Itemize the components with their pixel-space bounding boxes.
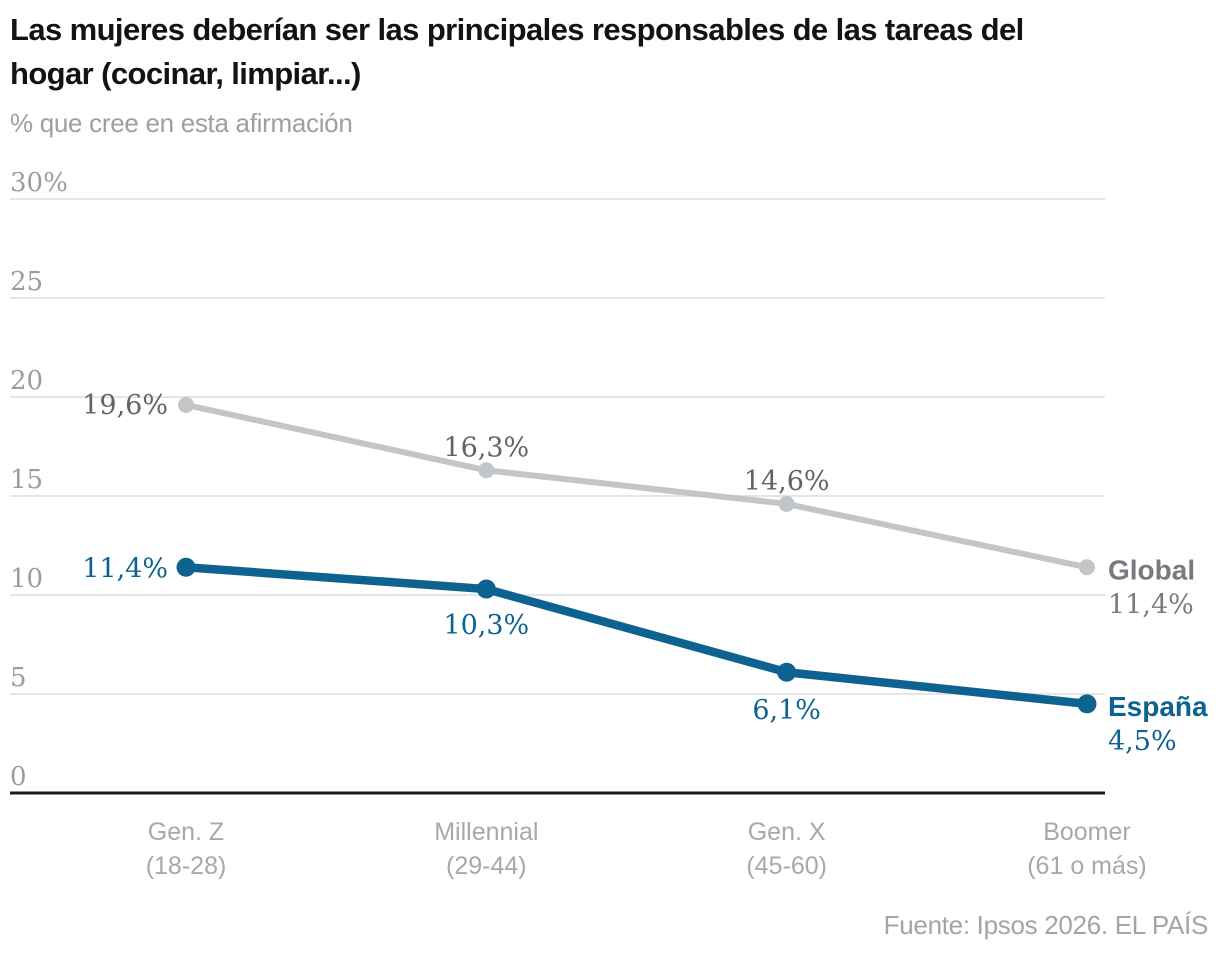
data-label-españa: 11,4% — [82, 553, 168, 584]
x-category-sublabel: (61 o más) — [1027, 852, 1146, 880]
x-category-label: Gen. X — [748, 818, 826, 846]
data-point-global — [1078, 559, 1095, 576]
chart-subtitle: % que cree en esta afirmación — [10, 108, 353, 138]
y-tick-label: 30% — [10, 168, 68, 198]
x-category-sublabel: (29-44) — [446, 852, 527, 880]
x-category-sublabel: (45-60) — [746, 852, 827, 880]
x-category-label: Boomer — [1043, 818, 1131, 846]
y-tick-label: 25 — [10, 267, 43, 297]
data-point-españa — [1077, 694, 1097, 714]
series-end-value-españa: 4,5% — [1108, 726, 1177, 757]
x-category-label: Millennial — [434, 818, 538, 846]
data-point-global — [778, 495, 795, 512]
series-line-global — [183, 401, 1090, 571]
x-category-sublabel: (18-28) — [146, 852, 227, 880]
data-point-españa — [476, 579, 496, 599]
data-label-global: 19,6% — [82, 390, 168, 421]
data-point-españa — [176, 557, 196, 577]
series-line-españa — [181, 563, 1092, 709]
chart-title: Las mujeres deberían ser las principales… — [10, 12, 1024, 91]
data-point-global — [178, 396, 194, 413]
x-category-label: Gen. Z — [148, 818, 224, 846]
y-tick-label: 0 — [10, 762, 27, 792]
y-tick-label: 20 — [10, 366, 43, 396]
y-tick-label: 5 — [10, 663, 27, 693]
series-end-name-españa: España — [1108, 691, 1208, 722]
source-credit: Fuente: Ipsos 2026. EL PAÍS — [883, 910, 1209, 940]
data-point-españa — [777, 662, 797, 682]
y-tick-label: 15 — [10, 465, 43, 495]
series-end-value-global: 11,4% — [1108, 589, 1194, 620]
data-label-españa: 6,1% — [752, 695, 821, 726]
data-label-global: 14,6% — [744, 466, 830, 497]
series-end-name-global: Global — [1108, 554, 1195, 585]
data-point-global — [478, 462, 495, 479]
data-label-global: 16,3% — [443, 432, 529, 463]
data-label-españa: 10,3% — [443, 610, 529, 641]
y-tick-label: 10 — [10, 564, 43, 594]
